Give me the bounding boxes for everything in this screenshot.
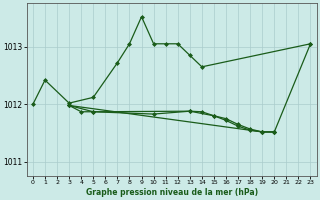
X-axis label: Graphe pression niveau de la mer (hPa): Graphe pression niveau de la mer (hPa): [86, 188, 258, 197]
